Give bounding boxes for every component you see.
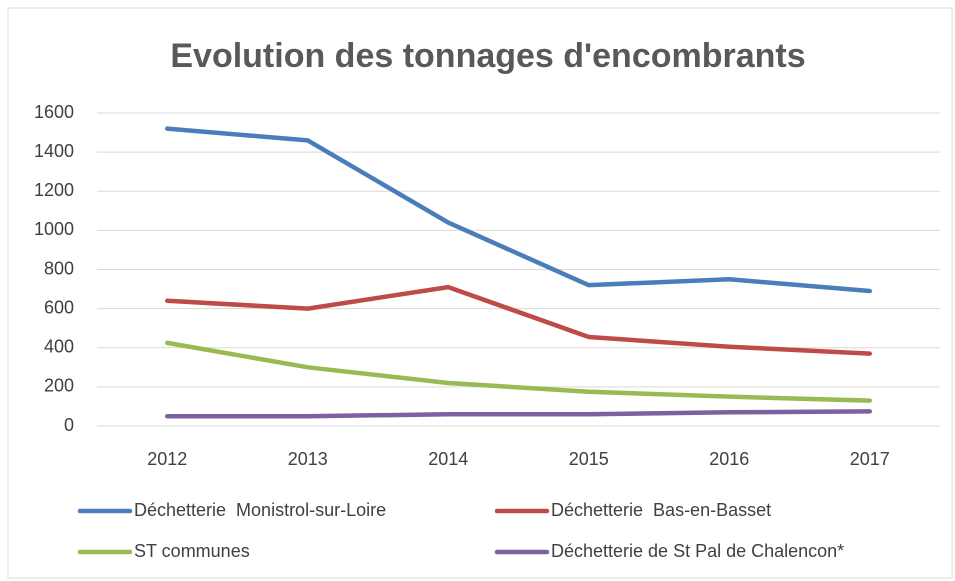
y-tick-label: 1400 bbox=[34, 141, 74, 161]
chart-frame bbox=[7, 7, 953, 579]
x-tick-label: 2017 bbox=[850, 449, 890, 469]
y-tick-label: 1200 bbox=[34, 180, 74, 200]
y-tick-label: 1000 bbox=[34, 219, 74, 239]
legend-label: Déchetterie Bas-en-Basset bbox=[551, 500, 771, 520]
x-tick-label: 2013 bbox=[288, 449, 328, 469]
y-tick-label: 200 bbox=[44, 376, 74, 396]
x-tick-label: 2014 bbox=[428, 449, 468, 469]
y-tick-label: 0 bbox=[64, 415, 74, 435]
x-tick-label: 2012 bbox=[147, 449, 187, 469]
series-line bbox=[165, 284, 872, 356]
y-tick-label: 600 bbox=[44, 297, 74, 317]
x-tick-label: 2015 bbox=[569, 449, 609, 469]
chart-title: Evolution des tonnages d'encombrants bbox=[170, 37, 805, 75]
series-line bbox=[165, 126, 872, 294]
x-tick-label: 2016 bbox=[709, 449, 749, 469]
series-line bbox=[165, 409, 872, 419]
legend-label: Déchetterie Monistrol-sur-Loire bbox=[134, 500, 386, 520]
legend-label: Déchetterie de St Pal de Chalencon* bbox=[551, 541, 844, 561]
series-line bbox=[165, 340, 872, 403]
legend-label: ST communes bbox=[134, 541, 250, 561]
y-tick-label: 1600 bbox=[34, 102, 74, 122]
y-tick-label: 800 bbox=[44, 258, 74, 278]
y-tick-label: 400 bbox=[44, 337, 74, 357]
